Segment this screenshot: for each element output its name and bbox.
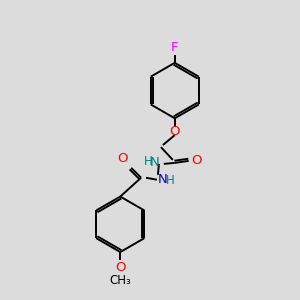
Text: F: F [171, 41, 178, 54]
Text: O: O [169, 125, 180, 138]
Text: O: O [192, 154, 202, 167]
Text: O: O [118, 152, 128, 165]
Text: H: H [166, 174, 175, 187]
Text: O: O [115, 261, 125, 274]
Text: H: H [144, 155, 153, 168]
Text: CH₃: CH₃ [110, 274, 131, 287]
Text: N: N [150, 156, 160, 170]
Text: N: N [158, 173, 168, 186]
